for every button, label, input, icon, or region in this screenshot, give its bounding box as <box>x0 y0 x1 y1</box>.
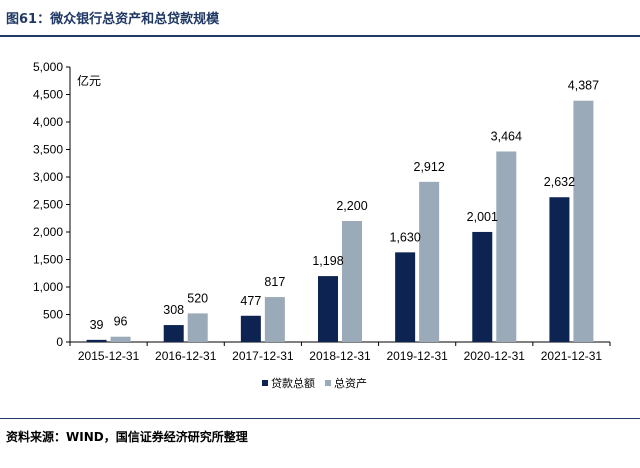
data-label: 817 <box>264 275 285 289</box>
y-tick-label: 2,500 <box>33 198 63 212</box>
bar-loans <box>163 325 184 342</box>
x-tick-label: 2019-12-31 <box>386 349 448 363</box>
data-label: 1,198 <box>312 254 343 268</box>
data-labels: 39 308 477 1,198 1,630 2,001 2,632 96 520 817 2,20… <box>90 79 599 332</box>
data-label: 39 <box>90 318 104 332</box>
y-tick-label: 1,500 <box>33 253 63 267</box>
x-tick-label: 2015-12-31 <box>78 349 140 363</box>
y-tick-label: 1,000 <box>33 280 63 294</box>
data-label: 4,387 <box>568 79 599 93</box>
legend-swatch <box>325 380 331 386</box>
x-axis: 2015-12-31 2016-12-31 2017-12-31 2018-12-31… <box>69 341 611 363</box>
chart-title: 图61：微众银行总资产和总贷款规模 <box>6 12 220 27</box>
y-tick-label: 5,000 <box>33 60 63 74</box>
legend-label: 贷款总额 <box>271 376 315 390</box>
data-label: 3,464 <box>491 129 522 143</box>
bar-loans <box>86 339 107 342</box>
y-tick-label: 0 <box>56 335 63 349</box>
y-tick-label: 3,500 <box>33 143 63 157</box>
unit-label: 亿元 <box>77 73 101 88</box>
data-label: 520 <box>187 291 208 305</box>
y-tick-label: 500 <box>43 308 63 322</box>
x-tick-label: 2020-12-31 <box>464 349 526 363</box>
bar-loans <box>240 315 261 342</box>
y-axis: 0 500 1,000 1,500 2,000 2,500 3,000 3,500 4,000 4… <box>33 60 71 349</box>
bar-assets <box>264 297 285 342</box>
data-label: 1,630 <box>390 230 421 244</box>
bar-loans <box>549 197 570 342</box>
bar-assets <box>110 336 131 342</box>
data-label: 308 <box>163 303 184 317</box>
bars <box>86 100 594 342</box>
data-label: 96 <box>114 315 128 329</box>
data-label: 477 <box>240 294 261 308</box>
x-tick-label: 2017-12-31 <box>232 349 294 363</box>
bar-loans <box>395 252 416 342</box>
x-tick-label: 2016-12-31 <box>155 349 217 363</box>
y-tick-label: 2,000 <box>33 225 63 239</box>
x-tick-label: 2021-12-31 <box>541 349 603 363</box>
data-label: 2,912 <box>414 160 445 174</box>
legend: 贷款总额 总资产 <box>262 376 367 390</box>
x-tick-label: 2018-12-31 <box>309 349 371 363</box>
y-tick-label: 4,000 <box>33 115 63 129</box>
data-label: 2,200 <box>336 199 367 213</box>
bar-assets <box>342 221 362 342</box>
bar-loans <box>318 276 338 342</box>
legend-swatch <box>262 380 268 386</box>
bar-assets <box>573 100 594 342</box>
data-label: 2,001 <box>467 210 498 224</box>
bar-assets <box>496 151 517 342</box>
source-note: 资料来源：WIND，国信证券经济研究所整理 <box>6 430 248 444</box>
footer-divider <box>0 418 640 419</box>
bar-assets <box>187 313 208 342</box>
data-label: 2,632 <box>544 175 575 189</box>
title-divider <box>0 35 640 37</box>
bar-assets <box>419 181 440 342</box>
y-tick-label: 3,000 <box>33 170 63 184</box>
bar-loans <box>472 231 493 342</box>
legend-label: 总资产 <box>334 376 367 390</box>
y-tick-label: 4,500 <box>33 88 63 102</box>
